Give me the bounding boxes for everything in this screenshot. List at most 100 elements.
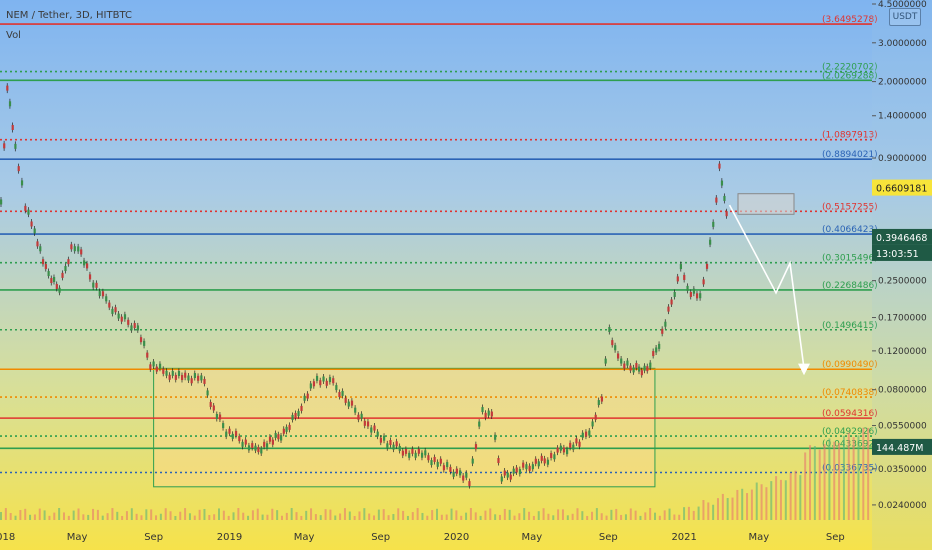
volume-bar <box>532 515 535 520</box>
candle <box>679 264 683 270</box>
candle <box>569 442 572 448</box>
candle <box>676 276 679 282</box>
y-tick-label: 0.0350000 <box>878 465 927 475</box>
x-tick-label: May <box>521 532 542 543</box>
candle <box>604 358 607 364</box>
candle <box>497 458 500 464</box>
candle <box>515 467 518 473</box>
candle <box>370 427 373 433</box>
candle <box>623 363 626 369</box>
candle <box>244 439 247 445</box>
volume-bar <box>707 502 710 520</box>
candle <box>534 458 537 464</box>
candle <box>174 374 177 380</box>
y-tick-label: 3.0000000 <box>878 39 927 49</box>
candle <box>257 447 260 453</box>
volume-bar <box>382 509 385 520</box>
indicator-label: Vol <box>6 30 21 41</box>
candle <box>312 381 316 387</box>
candle <box>88 274 92 280</box>
volume-bar <box>300 515 303 520</box>
candle <box>723 195 726 201</box>
candle <box>584 431 588 437</box>
volume-bar <box>256 508 259 520</box>
candle <box>376 431 379 437</box>
volume-bar <box>276 510 279 520</box>
candle <box>241 441 244 447</box>
currency-button[interactable]: USDT <box>889 8 921 26</box>
candle <box>58 287 61 293</box>
candle <box>85 263 89 269</box>
candle <box>543 458 546 464</box>
volume-bar <box>804 452 807 520</box>
volume-bar <box>348 511 351 520</box>
candle <box>123 314 127 320</box>
candle <box>546 459 550 465</box>
candle <box>712 221 715 227</box>
candle <box>6 85 9 91</box>
candle <box>306 393 309 399</box>
volume-bar <box>716 498 719 520</box>
candle <box>27 209 30 215</box>
candle <box>725 211 728 217</box>
candle <box>588 430 591 436</box>
volume-bar <box>96 509 99 520</box>
volume-bar <box>130 508 133 520</box>
candle <box>465 472 468 478</box>
candle <box>14 143 17 149</box>
volume-bar <box>673 514 676 520</box>
volume-bar <box>503 508 506 520</box>
volume-bar <box>838 442 841 520</box>
volume-bar <box>523 508 526 520</box>
candle <box>41 259 45 265</box>
candle <box>597 400 600 406</box>
level-label: (0.0336735) <box>822 464 878 474</box>
candle <box>274 432 277 438</box>
volume-bar <box>193 515 196 520</box>
candle <box>325 380 328 386</box>
candle <box>503 470 506 476</box>
candle <box>168 374 171 380</box>
candle <box>452 471 455 477</box>
candle <box>17 166 20 172</box>
volume-bar <box>857 435 860 520</box>
volume-bar <box>721 493 724 520</box>
candle <box>664 321 667 327</box>
candle <box>47 271 50 277</box>
volume-bar <box>208 514 211 520</box>
candle <box>225 431 228 437</box>
volume-bar <box>106 513 109 520</box>
candle <box>614 345 617 351</box>
candle <box>490 411 493 417</box>
volume-bar <box>765 487 768 520</box>
candle <box>11 124 14 130</box>
volume-bar <box>809 445 812 520</box>
x-tick-label: 2019 <box>217 532 242 543</box>
candle <box>285 426 288 432</box>
candle <box>344 397 347 403</box>
volume-bar <box>155 515 158 520</box>
candle <box>528 465 531 471</box>
volume-bar <box>280 515 283 520</box>
volume-bar <box>624 514 627 520</box>
candle <box>389 439 392 445</box>
candle <box>64 266 67 272</box>
volume-bar <box>33 514 36 520</box>
candle <box>553 454 556 460</box>
candle <box>689 291 692 297</box>
candle <box>565 449 569 455</box>
volume-bar <box>38 508 41 520</box>
candle <box>715 197 718 203</box>
volume-bar <box>668 508 671 520</box>
candle <box>430 460 433 466</box>
volume-bar <box>101 515 104 520</box>
volume-bar <box>552 515 555 520</box>
candle <box>350 400 354 406</box>
candles <box>0 83 728 489</box>
candle <box>562 447 566 453</box>
volume-bar <box>242 512 245 520</box>
candle <box>291 414 294 420</box>
candle <box>699 293 702 299</box>
volume-bar <box>43 510 46 520</box>
